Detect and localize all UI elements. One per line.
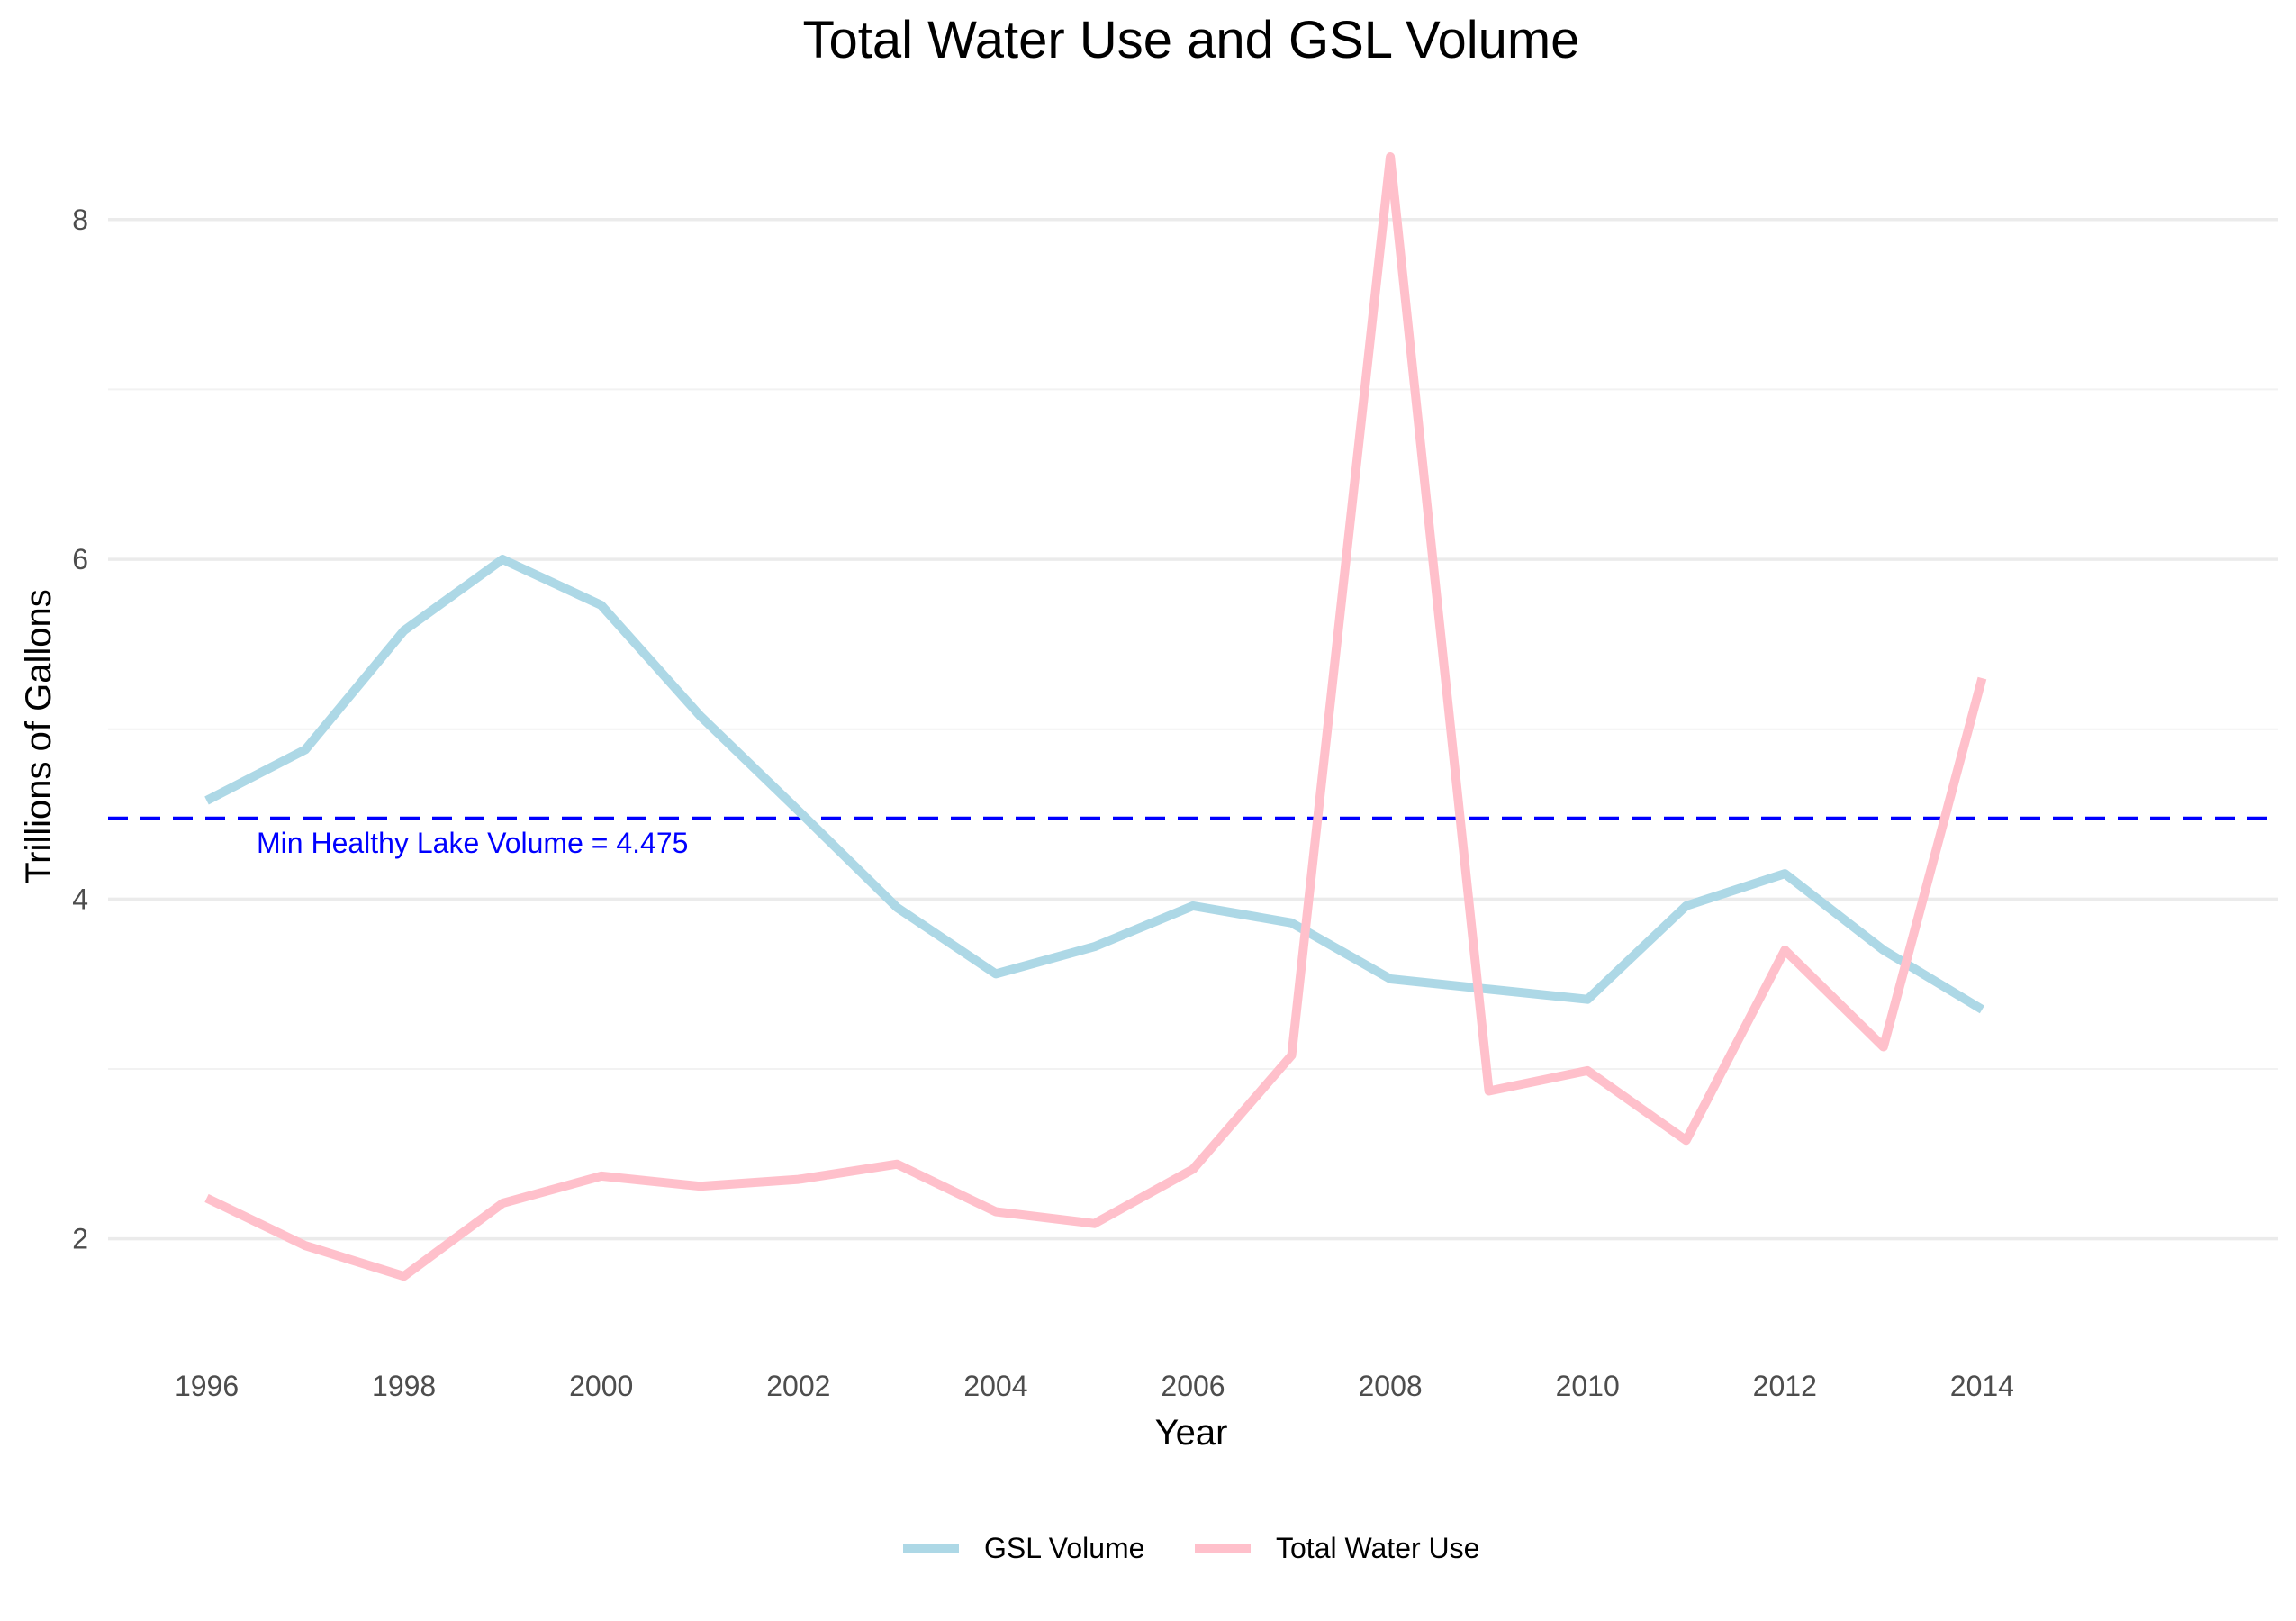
- y-axis-ticks: 2 4 6 8: [72, 204, 88, 1255]
- x-tick-label: 2004: [963, 1370, 1027, 1402]
- x-axis-title: Year: [1155, 1413, 1228, 1453]
- x-tick-label: 2002: [766, 1370, 830, 1402]
- y-axis-title: Trillions of Gallons: [19, 589, 59, 884]
- x-tick-label: 1998: [372, 1370, 436, 1402]
- reference-line-group: Min Healthy Lake Volume = 4.475: [108, 816, 2278, 859]
- y-tick-label: 4: [72, 883, 88, 915]
- x-tick-label: 2000: [569, 1370, 633, 1402]
- x-tick-label: 2008: [1358, 1370, 1422, 1402]
- x-tick-label: 1996: [175, 1370, 239, 1402]
- x-axis-ticks: 1996 1998 2000 2002 2004 2006 2008 2010 2012 2014: [175, 1370, 2014, 1402]
- x-tick-label: 2014: [1950, 1370, 2014, 1402]
- legend: GSL Volume Total Water Use: [903, 1532, 1479, 1564]
- min-healthy-volume-annotation: Min Healthy Lake Volume = 4.475: [257, 827, 688, 859]
- y-tick-label: 6: [72, 543, 88, 575]
- legend-label-total-water-use: Total Water Use: [1276, 1532, 1479, 1564]
- x-tick-label: 2012: [1753, 1370, 1817, 1402]
- gridlines: [108, 218, 2278, 1241]
- x-tick-label: 2010: [1556, 1370, 1620, 1402]
- y-tick-label: 2: [72, 1223, 88, 1255]
- gsl-volume-series-line: [204, 555, 1984, 1014]
- legend-label-gsl-volume: GSL Volume: [984, 1532, 1144, 1564]
- chart-title: Total Water Use and GSL Volume: [803, 11, 1580, 69]
- x-tick-label: 2006: [1161, 1370, 1225, 1402]
- total-water-use-series-line: [204, 152, 1987, 1281]
- y-tick-label: 8: [72, 204, 88, 236]
- series-lines: [204, 152, 1987, 1281]
